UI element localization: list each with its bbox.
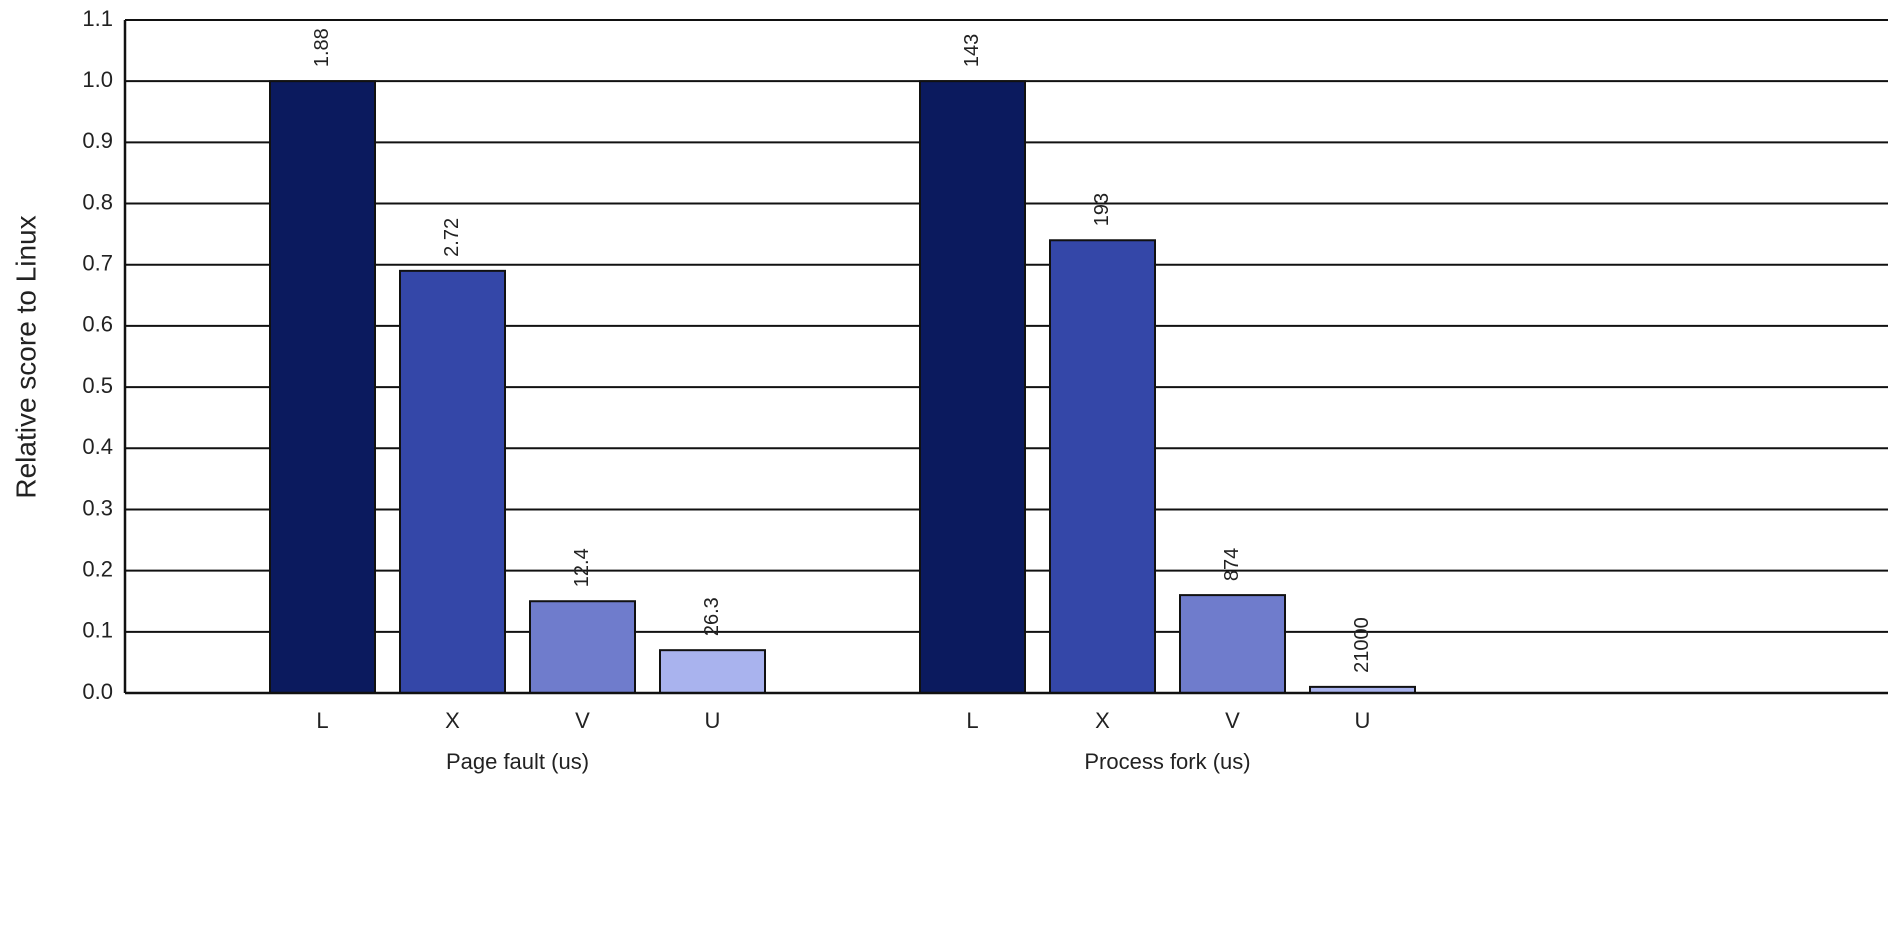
x-tick-label: U xyxy=(705,708,721,733)
data-label: 2.72 xyxy=(441,218,463,257)
y-tick-label: 0.3 xyxy=(82,495,113,520)
x-tick-label: V xyxy=(575,708,590,733)
group-label: Page fault (us) xyxy=(446,749,589,774)
bar xyxy=(659,649,766,695)
x-tick-label: X xyxy=(1095,708,1110,733)
y-axis-label: Relative score to Linux xyxy=(10,215,41,498)
y-tick-label: 1.0 xyxy=(82,67,113,92)
bar xyxy=(399,269,506,694)
data-label: 26.3 xyxy=(701,597,723,636)
data-label: 193 xyxy=(1091,193,1113,226)
y-tick-label: 0.4 xyxy=(82,434,113,459)
data-label: 143 xyxy=(961,34,983,67)
y-tick-label: 0.9 xyxy=(82,128,113,153)
y-tick-label: 0.7 xyxy=(82,251,113,276)
bar xyxy=(919,80,1026,694)
x-tick-label: L xyxy=(316,708,328,733)
bar xyxy=(269,80,376,694)
bar xyxy=(1049,239,1156,694)
x-tick-label: L xyxy=(966,708,978,733)
data-label: 21000 xyxy=(1351,617,1373,673)
y-tick-label: 0.5 xyxy=(82,373,113,398)
data-label: 1.88 xyxy=(311,28,333,67)
y-tick-label: 0.0 xyxy=(82,679,113,704)
data-label: 874 xyxy=(1221,548,1243,581)
x-tick-label: X xyxy=(445,708,460,733)
y-tick-label: 0.2 xyxy=(82,556,113,581)
x-tick-label: V xyxy=(1225,708,1240,733)
bar xyxy=(529,600,636,695)
y-tick-label: 0.8 xyxy=(82,189,113,214)
y-tick-label: 1.1 xyxy=(82,6,113,31)
y-tick-label: 0.6 xyxy=(82,312,113,337)
bar xyxy=(1179,594,1286,694)
y-tick-label: 0.1 xyxy=(82,618,113,643)
group-label: Process fork (us) xyxy=(1084,749,1250,774)
x-tick-label: U xyxy=(1355,708,1371,733)
data-label: 12.4 xyxy=(571,548,593,587)
